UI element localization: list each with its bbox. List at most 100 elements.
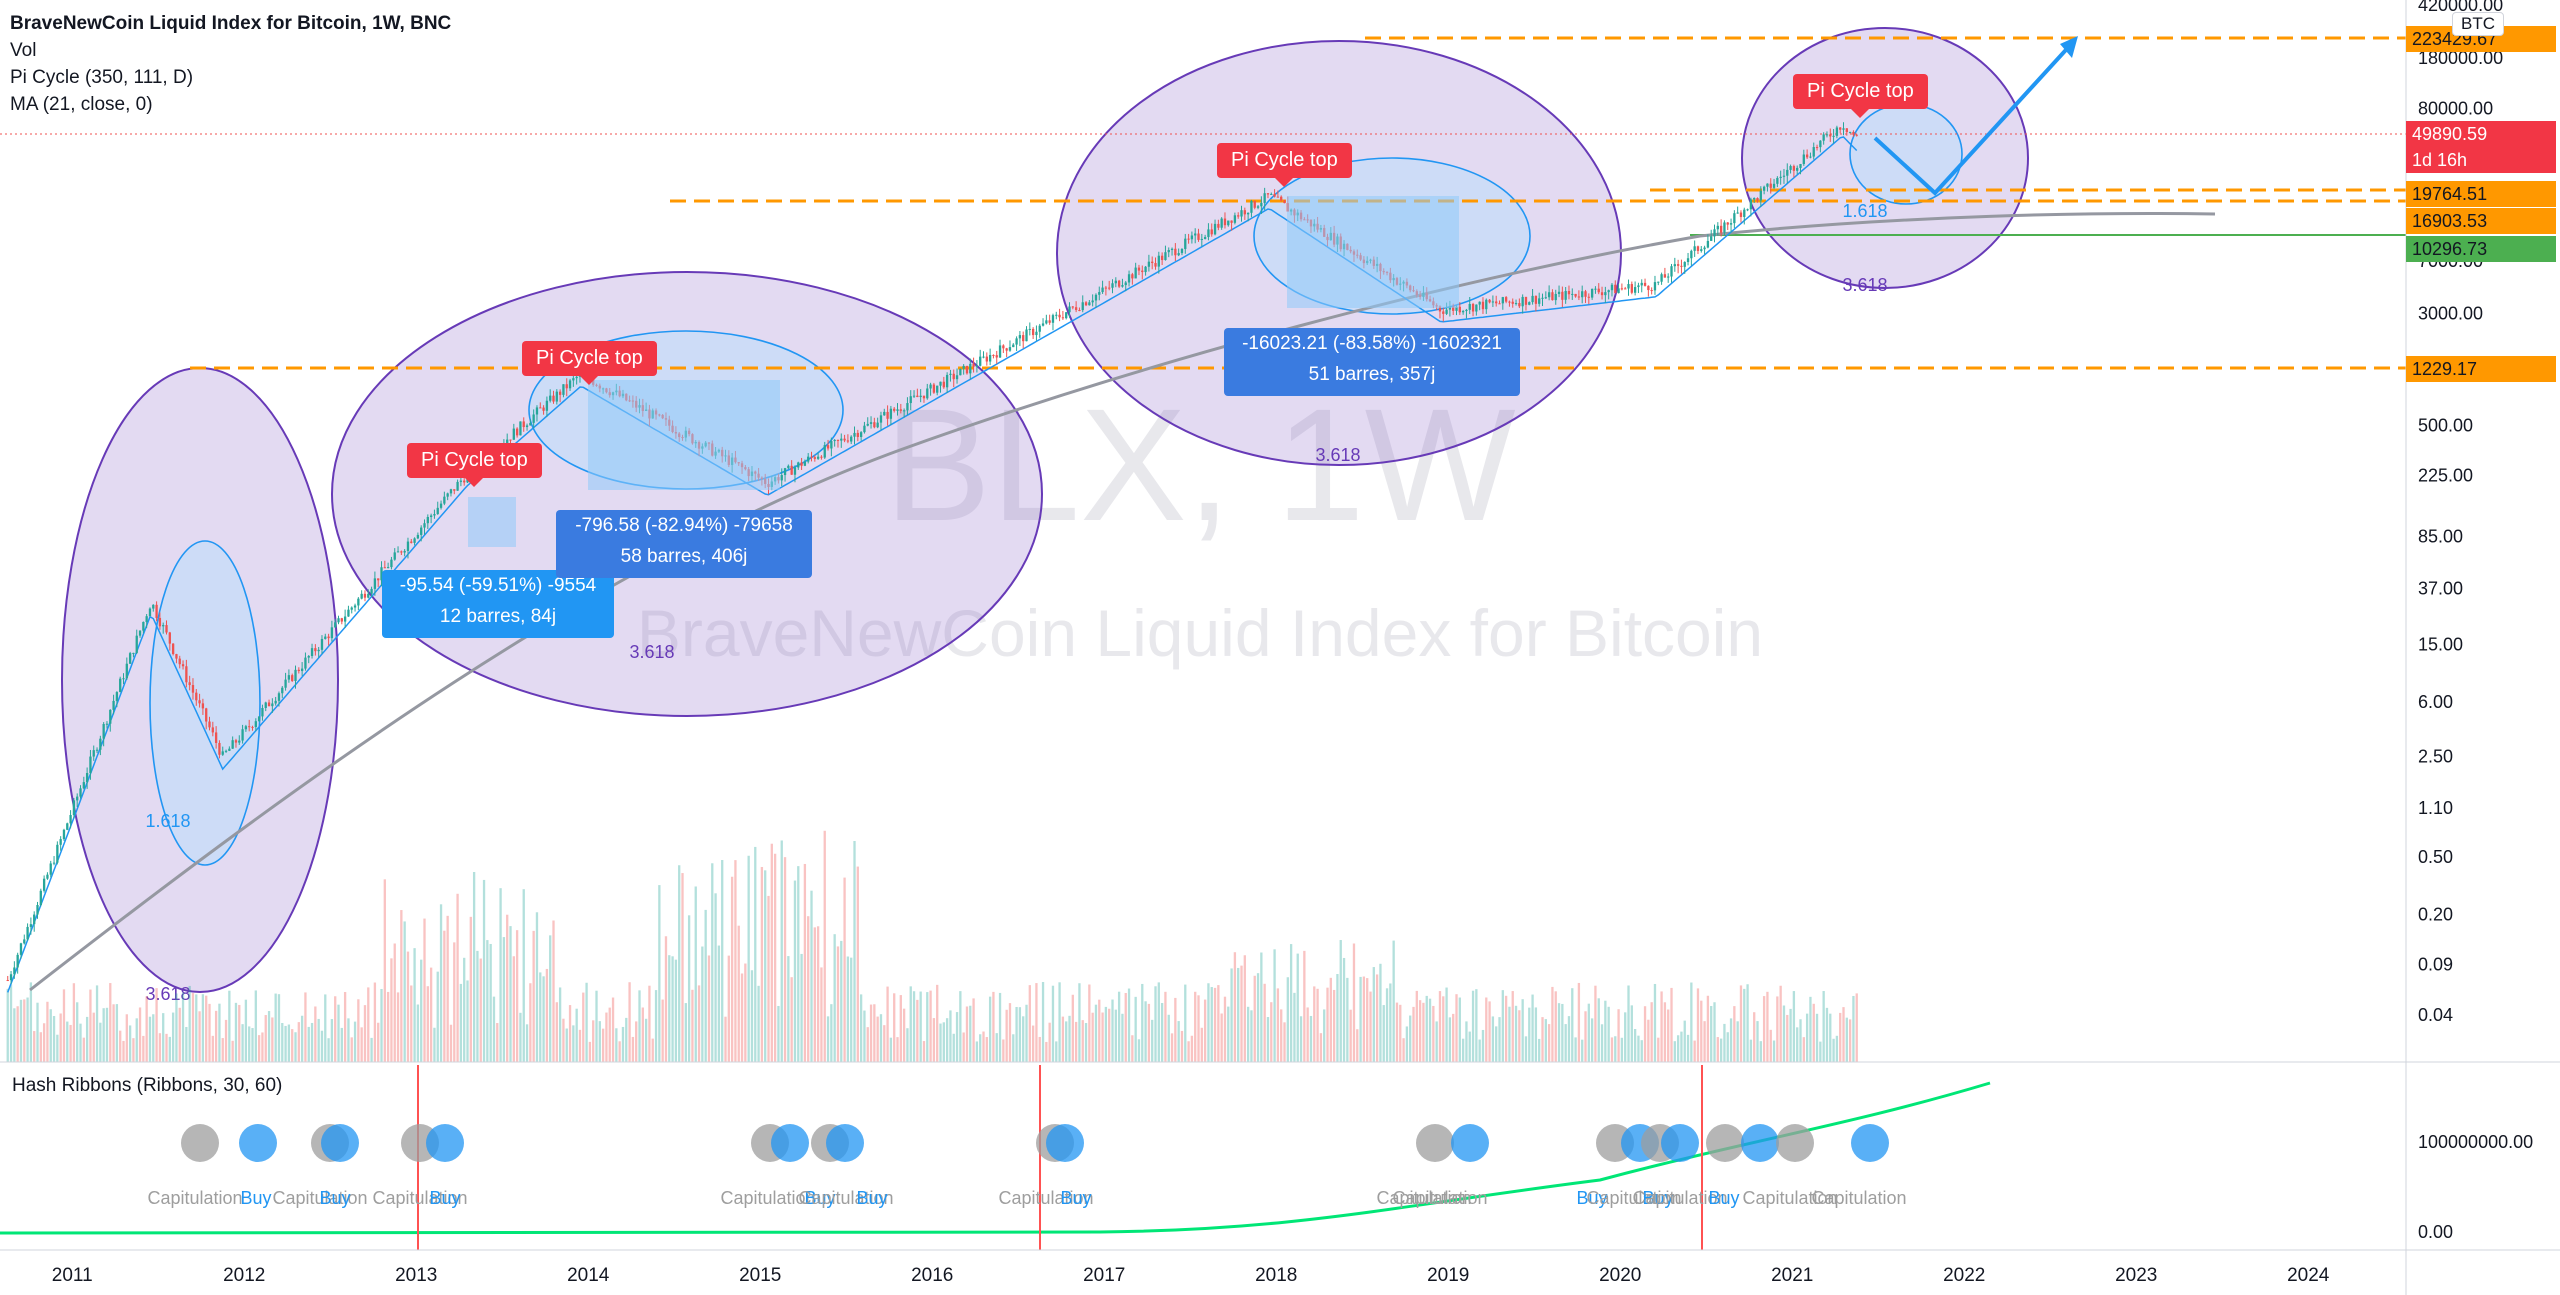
candle-body xyxy=(1577,296,1581,298)
volume-bar xyxy=(416,1004,420,1062)
candle-body xyxy=(1643,282,1647,286)
candle-body xyxy=(178,658,181,665)
volume-bar xyxy=(1253,975,1256,1062)
candle-body xyxy=(1452,306,1455,311)
candle-body xyxy=(1518,303,1521,307)
hash-ribbons-legend[interactable]: Hash Ribbons (Ribbons, 30, 60) xyxy=(12,1075,283,1096)
volume-bar xyxy=(1746,984,1749,1062)
time-tick-label: 2014 xyxy=(567,1265,610,1286)
legend-title[interactable]: BraveNewCoin Liquid Index for Bitcoin, 1… xyxy=(10,13,452,34)
candle-body xyxy=(1839,127,1842,130)
candle-body xyxy=(850,436,853,442)
volume-bar xyxy=(889,1037,893,1062)
candle-body xyxy=(1157,255,1160,267)
volume-bar xyxy=(162,1013,165,1062)
volume-bar xyxy=(535,912,539,1062)
candle-body xyxy=(906,403,909,411)
candle-body xyxy=(33,914,36,925)
volume-bar xyxy=(896,1037,899,1062)
candle-body xyxy=(205,708,208,722)
candle-body xyxy=(1127,274,1131,283)
volume-bar xyxy=(502,937,506,1062)
candle-body xyxy=(1223,218,1227,226)
time-tick-label: 2022 xyxy=(1943,1265,1985,1286)
price-tick-label: 225.00 xyxy=(2418,466,2473,486)
volume-bar xyxy=(400,910,403,1062)
candle-body xyxy=(158,617,162,627)
candle-body xyxy=(846,440,850,442)
volume-bar xyxy=(1402,1038,1405,1062)
legend-ma[interactable]: MA (21, close, 0) xyxy=(10,94,153,115)
candle-body xyxy=(403,550,406,553)
candle-body xyxy=(1498,303,1501,305)
price-tick-label: 6.00 xyxy=(2418,692,2453,712)
volume-bar xyxy=(1825,1007,1829,1062)
volume-bar xyxy=(1283,1022,1286,1062)
volume-bar xyxy=(1428,998,1432,1062)
candle-body xyxy=(1640,282,1643,286)
volume-bar xyxy=(694,886,697,1062)
ribbon-signal-dot xyxy=(1416,1124,1454,1162)
volume-bar xyxy=(1418,1000,1422,1062)
measure-box-2018[interactable]: -16023.21 (-83.58%) -1602321 51 barres, … xyxy=(1224,328,1520,396)
candle-body xyxy=(1561,291,1564,300)
candle-body xyxy=(833,439,836,442)
candle-body xyxy=(1227,220,1230,226)
measure-rectangle xyxy=(588,380,780,490)
candle-body xyxy=(1170,248,1174,251)
price-tick-label: 0.50 xyxy=(2418,847,2453,867)
candle-body xyxy=(416,534,420,539)
volume-bar xyxy=(1260,952,1263,1062)
candle-body xyxy=(271,703,274,707)
volume-bar xyxy=(353,1021,357,1062)
measure-box-2014[interactable]: -796.58 (-82.94%) -79658 58 barres, 406j xyxy=(556,510,812,578)
volume-bar xyxy=(988,996,992,1062)
candle-body xyxy=(439,503,443,508)
volume-bar xyxy=(1240,965,1243,1062)
candle-body xyxy=(1739,212,1743,217)
volume-bar xyxy=(436,971,439,1062)
volume-bar xyxy=(1104,1006,1108,1062)
volume-bar xyxy=(224,1019,228,1062)
volume-bar xyxy=(1690,982,1693,1062)
volume-bar xyxy=(522,889,525,1062)
volume-bar xyxy=(1369,991,1372,1062)
candle-body xyxy=(284,679,287,688)
volume-bar xyxy=(304,992,307,1062)
candle-body xyxy=(1495,301,1498,304)
candle-body xyxy=(463,480,466,483)
volume-bar xyxy=(585,982,588,1062)
volume-bar xyxy=(1607,1006,1610,1062)
volume-bar xyxy=(1293,992,1296,1062)
volume-bar xyxy=(1061,1016,1065,1062)
candle-body xyxy=(1061,317,1065,319)
currency-badge[interactable]: BTC xyxy=(2452,12,2504,36)
ribbon-signal-label: Capitulation xyxy=(998,1188,1093,1208)
volume-bar xyxy=(605,1012,608,1062)
volume-bar xyxy=(995,1033,998,1062)
volume-bar xyxy=(1468,1031,1471,1062)
candle-body xyxy=(135,635,138,653)
candle-body xyxy=(1488,299,1491,303)
volume-bar xyxy=(383,879,386,1062)
candle-body xyxy=(1746,209,1749,211)
volume-bar xyxy=(314,1006,317,1062)
candle-body xyxy=(1098,292,1101,295)
volume-bar xyxy=(148,1016,152,1062)
candle-body xyxy=(350,607,353,610)
legend-pi-cycle[interactable]: Pi Cycle (350, 111, D) xyxy=(10,67,194,88)
volume-bar xyxy=(846,956,850,1062)
volume-bar xyxy=(734,860,737,1062)
volume-bar xyxy=(1091,1012,1094,1062)
candle-body xyxy=(816,456,820,459)
volume-bar xyxy=(916,999,919,1062)
measure-box-2013[interactable]: -95.54 (-59.51%) -9554 12 barres, 84j xyxy=(382,570,614,638)
legend-vol[interactable]: Vol xyxy=(10,40,37,61)
volume-bar xyxy=(942,1022,945,1062)
volume-bar xyxy=(1250,1010,1253,1062)
candle-body xyxy=(1670,266,1673,277)
candle-body xyxy=(370,588,373,594)
candle-body xyxy=(1028,328,1031,330)
candle-body xyxy=(1045,320,1048,324)
